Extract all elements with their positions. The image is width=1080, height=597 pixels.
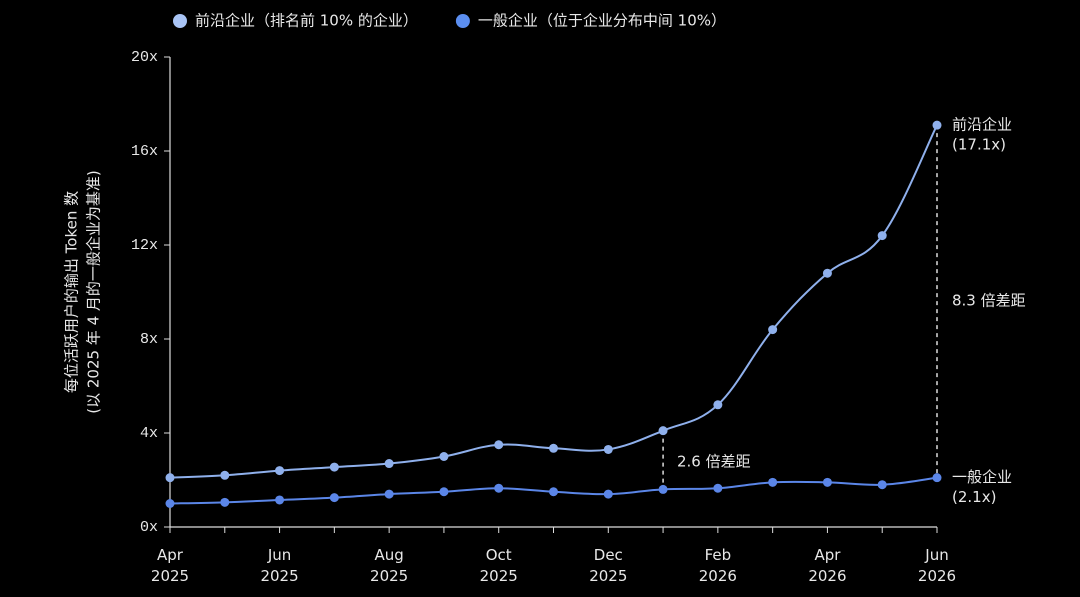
- end-label: 前沿企业: [952, 116, 1012, 134]
- end-label: (17.1x): [952, 136, 1006, 154]
- x-tick-label: Jun 2026: [918, 546, 956, 585]
- y-tick-label: 8x: [140, 331, 158, 348]
- x-tick-label: Feb 2026: [699, 546, 737, 585]
- legend-dot: [173, 14, 187, 28]
- data-point: [439, 452, 449, 461]
- end-label: 一般企业: [952, 468, 1012, 486]
- data-point: [329, 462, 339, 472]
- y-tick-label: 0x: [140, 519, 158, 536]
- data-point: [220, 470, 230, 480]
- data-point: [165, 499, 175, 508]
- data-point: [603, 444, 613, 454]
- x-tick-label: Apr 2026: [808, 546, 846, 585]
- data-point: [384, 489, 394, 499]
- data-point: [822, 268, 832, 278]
- x-tick-label: Dec 2025: [589, 546, 627, 585]
- y-tick-label: 4x: [140, 425, 158, 442]
- data-point: [658, 484, 668, 494]
- data-point: [822, 477, 832, 487]
- y-tick-label: 12x: [131, 237, 158, 254]
- data-point: [275, 466, 285, 476]
- data-point: [877, 480, 887, 490]
- data-point: [165, 473, 175, 483]
- data-point: [603, 489, 613, 499]
- data-point: [713, 400, 723, 410]
- data-point: [658, 426, 668, 436]
- data-point: [329, 493, 339, 503]
- y-tick-label: 20x: [131, 49, 158, 66]
- y-axis-label: (以 2025 年 4 月的一般企业为基准): [85, 170, 103, 414]
- data-point: [494, 483, 504, 493]
- x-tick-label: Oct 2025: [480, 546, 518, 585]
- legend-label: 前沿企业（排名前 10% 的企业）: [195, 12, 418, 30]
- gap-annotation: 8.3 倍差距: [952, 292, 1026, 310]
- data-point: [384, 459, 394, 469]
- data-point: [275, 495, 285, 505]
- gap-annotation: 2.6 倍差距: [677, 453, 751, 471]
- x-tick-label: Jun 2025: [260, 546, 298, 585]
- x-tick-label: Apr 2025: [151, 546, 189, 585]
- data-point: [439, 487, 449, 497]
- data-point: [549, 443, 558, 453]
- end-label: (2.1x): [952, 488, 996, 506]
- data-point: [877, 231, 887, 241]
- y-tick-label: 16x: [131, 143, 158, 160]
- data-point: [549, 487, 558, 497]
- series-line: [169, 124, 938, 479]
- x-tick-label: Aug 2025: [370, 546, 408, 585]
- data-point: [768, 325, 778, 335]
- data-point: [768, 477, 778, 487]
- y-axis-label: 每位活跃用户的输出 Token 数: [63, 191, 81, 393]
- data-point: [494, 440, 504, 450]
- legend-label: 一般企业（位于企业分布中间 10%）: [478, 12, 726, 30]
- data-point: [932, 473, 942, 483]
- data-point: [713, 483, 723, 493]
- data-point: [220, 497, 230, 507]
- data-point: [932, 120, 942, 130]
- legend-dot: [455, 14, 470, 28]
